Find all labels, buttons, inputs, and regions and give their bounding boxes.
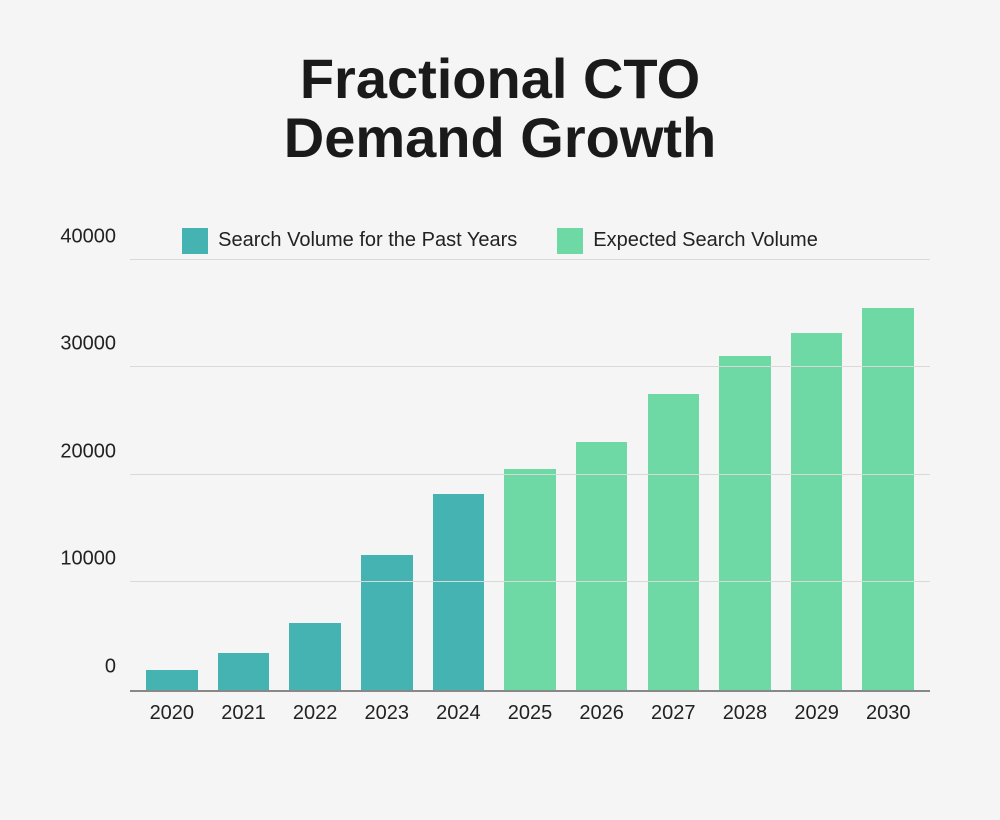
plot-area: 010000200003000040000 xyxy=(130,262,930,692)
bar xyxy=(648,394,700,690)
legend-item-future: Expected Search Volume xyxy=(557,228,818,254)
x-tick-label: 2028 xyxy=(709,702,781,725)
x-tick-label: 2029 xyxy=(781,702,853,725)
chart-title-line2: Demand Growth xyxy=(284,106,716,169)
x-tick-label: 2021 xyxy=(208,702,280,725)
bar-slot xyxy=(494,262,566,690)
bar-slot xyxy=(351,262,423,690)
gridline xyxy=(130,474,930,475)
y-tick-label: 0 xyxy=(105,655,130,678)
bar xyxy=(433,494,485,690)
bars-container xyxy=(130,262,930,690)
x-tick-label: 2030 xyxy=(852,702,924,725)
x-tick-label: 2025 xyxy=(494,702,566,725)
gridline xyxy=(130,366,930,367)
bar-slot xyxy=(208,262,280,690)
legend-label-future: Expected Search Volume xyxy=(593,229,818,252)
bar-slot xyxy=(637,262,709,690)
bar-slot xyxy=(709,262,781,690)
bar xyxy=(504,469,556,689)
x-tick-label: 2024 xyxy=(423,702,495,725)
y-tick-label: 30000 xyxy=(60,333,130,356)
bar-slot xyxy=(136,262,208,690)
y-tick-label: 20000 xyxy=(60,440,130,463)
x-axis-labels: 2020202120222023202420252026202720282029… xyxy=(130,692,930,725)
x-tick-label: 2020 xyxy=(136,702,208,725)
legend-item-past: Search Volume for the Past Years xyxy=(182,228,517,254)
bar-slot xyxy=(279,262,351,690)
gridline xyxy=(130,581,930,582)
bar-slot xyxy=(566,262,638,690)
y-tick-label: 40000 xyxy=(60,225,130,248)
legend-label-past: Search Volume for the Past Years xyxy=(218,229,517,252)
chart-title-line1: Fractional CTO xyxy=(300,47,700,110)
bar xyxy=(289,623,341,690)
bar xyxy=(146,670,198,689)
legend: Search Volume for the Past Years Expecte… xyxy=(30,228,970,254)
legend-swatch-future xyxy=(557,228,583,254)
legend-swatch-past xyxy=(182,228,208,254)
y-tick-label: 10000 xyxy=(60,548,130,571)
x-tick-label: 2022 xyxy=(279,702,351,725)
gridline xyxy=(130,259,930,260)
bar-slot xyxy=(852,262,924,690)
bar xyxy=(361,555,413,689)
bar xyxy=(791,333,843,690)
chart-title: Fractional CTO Demand Growth xyxy=(30,50,970,168)
bar-slot xyxy=(781,262,853,690)
bar-slot xyxy=(423,262,495,690)
x-tick-label: 2023 xyxy=(351,702,423,725)
bar xyxy=(218,653,270,690)
x-tick-label: 2027 xyxy=(637,702,709,725)
bar xyxy=(719,356,771,689)
chart: 010000200003000040000 202020212022202320… xyxy=(130,262,930,725)
x-tick-label: 2026 xyxy=(566,702,638,725)
bar xyxy=(576,442,628,689)
